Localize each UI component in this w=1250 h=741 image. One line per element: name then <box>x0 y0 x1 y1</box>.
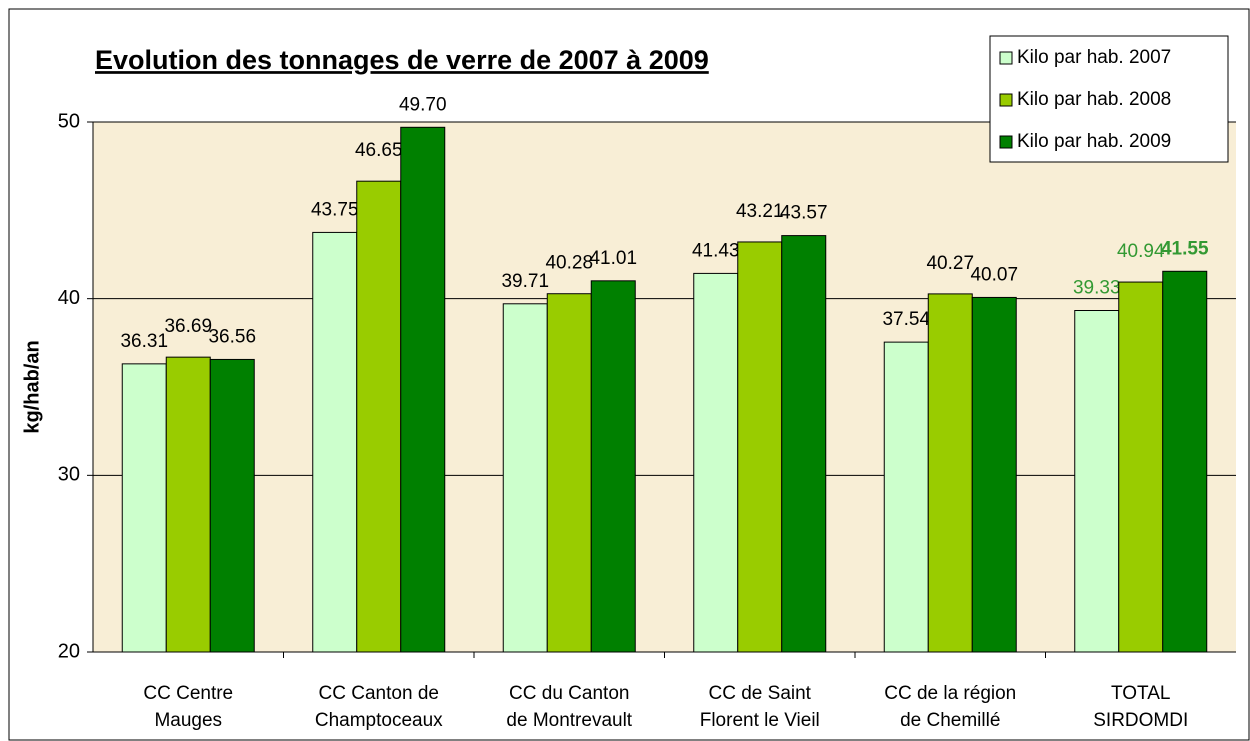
y-axis-label: kg/hab/an <box>21 340 43 433</box>
legend-swatch <box>999 135 1013 149</box>
x-tick-label: Mauges <box>154 710 222 731</box>
x-tick-label: CC Centre <box>143 683 233 704</box>
bar <box>165 356 211 653</box>
legend-swatch <box>999 51 1013 65</box>
bar <box>546 293 592 653</box>
x-tick-label: CC du Canton <box>509 683 629 704</box>
legend-swatch <box>999 93 1013 107</box>
bar <box>693 272 739 653</box>
bar <box>590 280 636 653</box>
data-label: 41.55 <box>1161 238 1209 259</box>
x-tick-label: SIRDOMDI <box>1093 710 1188 731</box>
x-tick-label: CC Canton de <box>319 683 439 704</box>
bar <box>400 126 446 653</box>
bar <box>737 241 783 653</box>
bar <box>927 293 973 653</box>
bar <box>883 341 929 653</box>
x-tick-label: de Montrevault <box>506 710 632 731</box>
legend-label: Kilo par hab. 2007 <box>1017 47 1171 68</box>
bar <box>971 296 1017 653</box>
data-label: 43.57 <box>780 203 828 224</box>
plot-area <box>93 122 1236 652</box>
data-label: 40.07 <box>970 264 1018 285</box>
bar <box>356 180 402 653</box>
legend-box <box>989 35 1229 163</box>
data-label: 40.27 <box>926 253 974 274</box>
x-tick-label: Champtoceaux <box>315 710 443 731</box>
data-label: 40.94 <box>1117 241 1165 262</box>
data-label: 37.54 <box>882 309 930 330</box>
x-tick-label: TOTAL <box>1111 683 1170 704</box>
bar <box>312 231 358 653</box>
x-tick-label: de Chemillé <box>900 710 1000 731</box>
data-label: 39.71 <box>501 271 549 292</box>
data-label: 36.31 <box>120 331 168 352</box>
legend-label: Kilo par hab. 2008 <box>1017 89 1171 110</box>
bar <box>209 358 255 653</box>
bar <box>502 303 548 653</box>
data-label: 41.01 <box>589 248 637 269</box>
data-label: 36.69 <box>164 316 212 337</box>
data-label: 40.28 <box>545 253 593 274</box>
bar <box>1162 270 1208 653</box>
data-label: 43.21 <box>736 201 784 222</box>
x-tick-label: Florent le Vieil <box>700 710 820 731</box>
chart-title: Evolution des tonnages de verre de 2007 … <box>95 45 709 75</box>
data-label: 39.33 <box>1073 278 1121 299</box>
bar <box>1118 281 1164 653</box>
y-tick-label: 40 <box>58 287 80 309</box>
data-label: 36.56 <box>208 326 256 347</box>
y-tick-label: 50 <box>58 110 80 132</box>
y-tick-label: 20 <box>58 640 80 662</box>
y-tick-label: 30 <box>58 464 80 486</box>
bar <box>1074 310 1120 653</box>
data-label: 41.43 <box>692 240 740 261</box>
data-label: 49.70 <box>399 94 447 115</box>
bar <box>781 235 827 653</box>
data-label: 46.65 <box>355 140 403 161</box>
legend-label: Kilo par hab. 2009 <box>1017 131 1171 152</box>
data-label: 43.75 <box>311 199 359 220</box>
bar <box>121 363 167 653</box>
x-tick-label: CC de la région <box>884 683 1016 704</box>
x-tick-label: CC de Saint <box>709 683 812 704</box>
